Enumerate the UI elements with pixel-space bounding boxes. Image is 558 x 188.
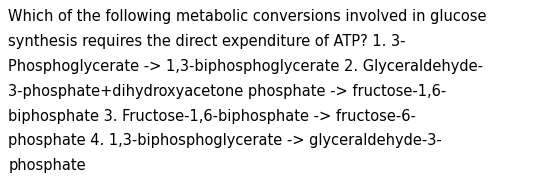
Text: Which of the following metabolic conversions involved in glucose: Which of the following metabolic convers… (8, 9, 487, 24)
Text: Phosphoglycerate -> 1,3-biphosphoglycerate 2. Glyceraldehyde-: Phosphoglycerate -> 1,3-biphosphoglycera… (8, 59, 483, 74)
Text: phosphate: phosphate (8, 158, 86, 173)
Text: 3-phosphate+dihydroxyacetone phosphate -> fructose-1,6-: 3-phosphate+dihydroxyacetone phosphate -… (8, 84, 446, 99)
Text: phosphate 4. 1,3-biphosphoglycerate -> glyceraldehyde-3-: phosphate 4. 1,3-biphosphoglycerate -> g… (8, 133, 442, 149)
Text: biphosphate 3. Fructose-1,6-biphosphate -> fructose-6-: biphosphate 3. Fructose-1,6-biphosphate … (8, 109, 416, 124)
Text: synthesis requires the direct expenditure of ATP? 1. 3-: synthesis requires the direct expenditur… (8, 34, 406, 49)
